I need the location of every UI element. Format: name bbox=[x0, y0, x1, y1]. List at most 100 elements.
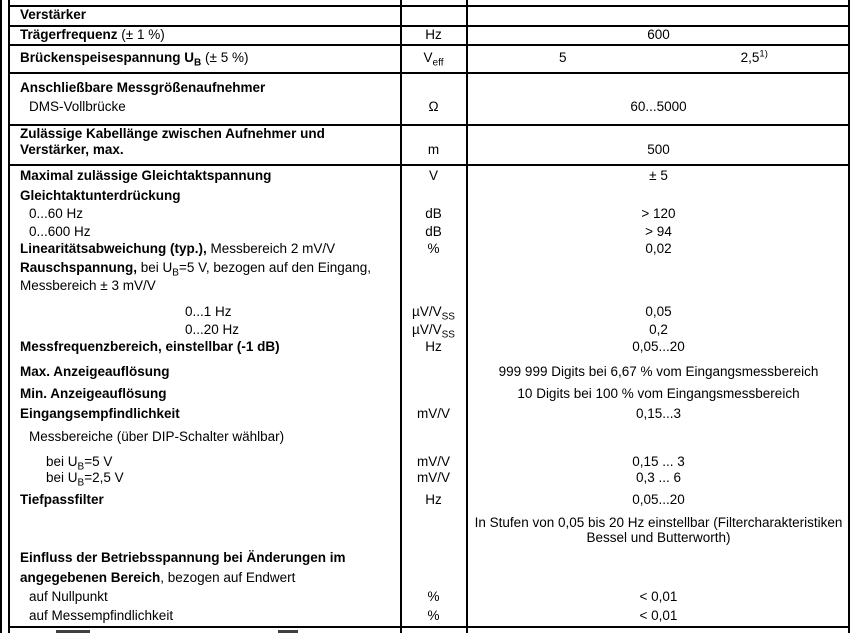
label-bold: angegebenen Bereich bbox=[20, 570, 161, 585]
label-rest: (± 5 %) bbox=[201, 50, 249, 65]
row-border bbox=[8, 44, 850, 46]
unit-cell bbox=[400, 428, 467, 446]
unit-cell bbox=[400, 385, 467, 403]
value-right-number: 2,5 bbox=[740, 50, 760, 65]
unit-cell bbox=[400, 569, 467, 587]
value-right: 2,51) bbox=[659, 49, 851, 67]
row-rausch-0-20hz: 0...20 Hz µV/VSS 0,2 bbox=[8, 321, 850, 341]
value-cell bbox=[467, 6, 850, 24]
value-cell: 0,02 bbox=[645, 241, 672, 256]
label-cell: Tiefpassfilter bbox=[20, 492, 104, 507]
label-cell: bei UB=5 V bbox=[8, 453, 400, 473]
label-cell: Min. Anzeigeauflösung bbox=[20, 386, 167, 401]
unit-cell: dB bbox=[425, 224, 442, 239]
value-cell: > 120 bbox=[641, 206, 676, 221]
row-messfrequenzbereich: Messfrequenzbereich, einstellbar (-1 dB)… bbox=[8, 338, 850, 356]
row-max-anzeigeaufloesung: Max. Anzeigeauflösung 999 999 Digits bei… bbox=[8, 363, 850, 381]
label-cell: Linearitätsabweichung (typ.), Messbereic… bbox=[8, 240, 400, 258]
value-cell: 0,3 ... 6 bbox=[635, 470, 682, 485]
table-left-border bbox=[8, 0, 10, 633]
value-cell: ± 5 bbox=[649, 168, 668, 183]
unit-cell: Hz bbox=[425, 27, 442, 42]
row-bei-ub25: bei UB=2,5 V mV/V 0,3 ... 6 bbox=[8, 469, 850, 489]
row-0-600hz: 0...600 Hz dB > 94 bbox=[8, 223, 850, 241]
row-tiefpassfilter: Tiefpassfilter Hz 0,05...20 bbox=[8, 491, 850, 509]
value-cell: 999 999 Digits bei 6,67 % vom Eingangsme… bbox=[498, 364, 819, 379]
label-cell bbox=[8, 529, 400, 547]
value-cell: In Stufen von 0,05 bis 20 Hz einstellbar… bbox=[474, 515, 843, 530]
row-einfluss-line2: angegebenen Bereich, bezogen auf Endwert bbox=[8, 569, 850, 587]
label-cell: 0...60 Hz bbox=[29, 206, 84, 221]
label-cell: Verstärker, max. bbox=[20, 142, 124, 157]
label-cell: Maximal zulässige Gleichtaktspannung bbox=[20, 168, 272, 183]
row-kabellaenge-line2: Verstärker, max. m 500 bbox=[8, 141, 850, 159]
label-cell: Max. Anzeigeauflösung bbox=[20, 364, 170, 379]
label-cell: Rauschspannung, bei UB=5 V, bezogen auf … bbox=[8, 259, 400, 278]
row-gleichtaktspannung: Maximal zulässige Gleichtaktspannung V ±… bbox=[8, 167, 850, 185]
row-kabellaenge-line1: Zulässige Kabellänge zwischen Aufnehmer … bbox=[8, 125, 850, 143]
label-cell: auf Messempfindlichkeit bbox=[29, 608, 174, 623]
value-cell: 60...5000 bbox=[630, 99, 687, 114]
value-cell bbox=[467, 187, 850, 205]
value-cell: 0,05...20 bbox=[632, 339, 685, 354]
row-brueckenspeisespannung: Brückenspeisespannung UB (± 5 %) Veff 5 … bbox=[8, 49, 850, 69]
value-cell bbox=[467, 259, 850, 277]
unit-cell bbox=[400, 187, 467, 205]
unit-main: µV/V bbox=[412, 304, 442, 319]
unit-cell: mV/V bbox=[416, 470, 450, 485]
label-cell: 0...600 Hz bbox=[29, 224, 91, 239]
row-border bbox=[8, 5, 850, 7]
unit-subscript: SS bbox=[441, 329, 455, 341]
unit-cell: mV/V bbox=[416, 406, 450, 421]
row-eingangsempfindlichkeit: Eingangsempfindlichkeit mV/V 0,15...3 bbox=[8, 405, 850, 423]
unit-subscript: eff bbox=[432, 57, 444, 69]
value-cell bbox=[467, 79, 850, 97]
label-cell: Anschließbare Messgrößenaufnehmer bbox=[20, 80, 266, 95]
unit-cell: Veff bbox=[400, 49, 467, 69]
unit-cell: % bbox=[427, 608, 440, 623]
value-cell: 500 bbox=[647, 142, 670, 157]
label-cell: 0...20 Hz bbox=[185, 322, 240, 337]
value-cell: 0,2 bbox=[649, 322, 668, 337]
unit-cell: µV/VSS bbox=[400, 321, 467, 341]
unit-cell: Ω bbox=[428, 99, 439, 114]
row-aufnehmer-header: Anschließbare Messgrößenaufnehmer bbox=[8, 79, 850, 97]
label-subscript: B bbox=[77, 477, 85, 489]
label-cell: 0...1 Hz bbox=[185, 304, 232, 319]
row-rausch-0-1hz: 0...1 Hz µV/VSS 0,05 bbox=[8, 303, 850, 322]
label-subscript: B bbox=[77, 461, 85, 473]
value-cell: 0,05...20 bbox=[632, 492, 685, 507]
label-cell: bei UB=2,5 V bbox=[8, 469, 400, 489]
label-cell: Messbereich ± 3 mV/V bbox=[20, 278, 156, 293]
row-border bbox=[8, 25, 850, 27]
table-right-border bbox=[848, 0, 850, 633]
unit-cell: V bbox=[428, 168, 438, 183]
row-traegerfrequenz: Trägerfrequenz (± 1 %) Hz 600 bbox=[8, 26, 850, 44]
unit-cell bbox=[400, 529, 467, 547]
label-rest: =5 V, bezogen auf den Eingang, bbox=[178, 260, 372, 275]
row-einfluss-line1: Einfluss der Betriebsspannung bei Änderu… bbox=[8, 549, 850, 567]
unit-cell: % bbox=[427, 589, 440, 604]
row-auf-nullpunkt: auf Nullpunkt % < 0,01 bbox=[8, 588, 850, 606]
label-cell: Zulässige Kabellänge zwischen Aufnehmer … bbox=[20, 126, 325, 141]
footnote-marker: 1) bbox=[759, 48, 768, 60]
value-cell: Bessel und Butterworth) bbox=[586, 530, 731, 545]
column-divider-unit bbox=[400, 0, 402, 633]
label-cell: DMS-Vollbrücke bbox=[29, 99, 126, 114]
value-cell bbox=[467, 569, 850, 587]
value-cell bbox=[467, 428, 850, 446]
label-mid: bei U bbox=[137, 260, 173, 275]
value-cell: 0,15...3 bbox=[635, 406, 682, 421]
label-subscript: B bbox=[194, 57, 202, 69]
label-rest: =2,5 V bbox=[84, 470, 124, 485]
row-tiefpass-stufen-line1: In Stufen von 0,05 bis 20 Hz einstellbar… bbox=[8, 514, 850, 532]
value-cell: 5 2,51) bbox=[467, 49, 850, 67]
unit-main: µV/V bbox=[412, 322, 442, 337]
label-cell: Brückenspeisespannung UB (± 5 %) bbox=[8, 49, 400, 69]
label-bold: Brückenspeisespannung U bbox=[20, 50, 195, 65]
row-0-60hz: 0...60 Hz dB > 120 bbox=[8, 205, 850, 223]
value-cell: 0,15 ... 3 bbox=[632, 454, 685, 469]
unit-cell: Hz bbox=[425, 492, 442, 507]
label-cell: Messfrequenzbereich, einstellbar (-1 dB) bbox=[20, 339, 280, 354]
